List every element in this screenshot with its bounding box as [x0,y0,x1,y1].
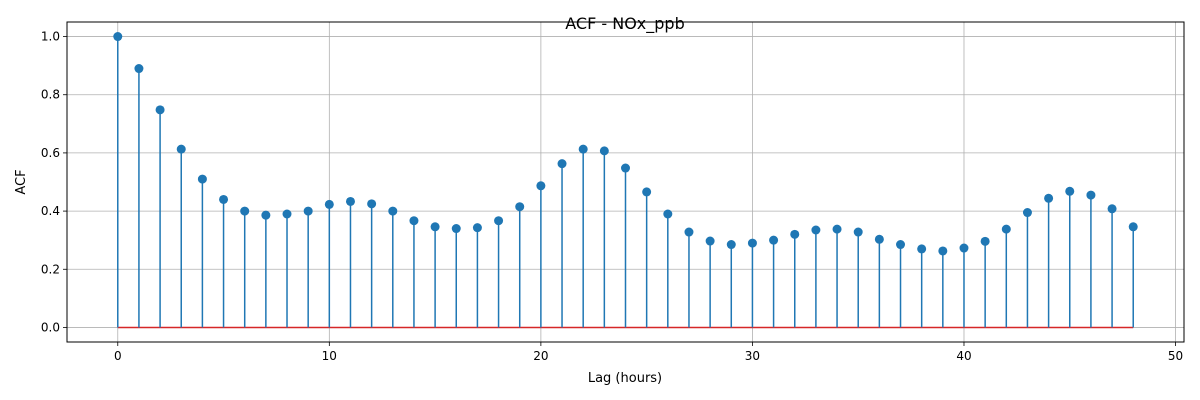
acf-marker [557,159,567,169]
acf-marker [409,216,419,226]
x-axis-label: Lag (hours) [588,371,662,386]
y-tick-label: 1.0 [41,30,60,44]
y-tick-label: 0.0 [41,320,60,334]
acf-marker [176,144,186,154]
y-tick-label: 0.6 [41,146,60,160]
acf-marker [345,196,355,206]
acf-marker [324,199,334,209]
acf-marker [578,144,588,154]
acf-marker [1065,186,1075,196]
x-ticks: 0 10 20 30 40 50 [114,342,1183,363]
x-tick-label: 30 [745,349,760,363]
acf-marker [959,243,969,253]
chart-title: ACF - NOx_ppb [565,14,684,34]
acf-marker [515,202,525,212]
acf-marker [705,236,715,246]
acf-marker [1128,222,1138,232]
acf-marker [1001,224,1011,234]
acf-marker [388,206,398,216]
acf-marker [896,240,906,250]
acf-marker [472,223,482,233]
acf-marker [599,146,609,156]
acf-marker [113,32,123,42]
acf-marker [155,105,165,115]
acf-marker [663,209,673,219]
acf-marker [1022,208,1032,218]
acf-marker [303,206,313,216]
acf-marker [938,246,948,256]
acf-marker [832,224,842,234]
y-tick-label: 0.8 [41,88,60,102]
acf-marker [790,229,800,239]
acf-marker [980,236,990,246]
acf-marker [197,174,207,184]
acf-marker [642,187,652,197]
acf-marker [282,209,292,219]
acf-marker [430,222,440,232]
x-tick-label: 10 [322,349,337,363]
x-tick-label: 50 [1168,349,1183,363]
acf-marker [367,199,377,209]
acf-marker [917,244,927,254]
acf-marker [1044,193,1054,203]
acf-marker [1107,204,1117,214]
y-tick-label: 0.2 [41,262,60,276]
acf-marker [451,224,461,234]
y-tick-label: 0.4 [41,204,60,218]
acf-marker [240,206,250,216]
acf-marker [853,227,863,237]
x-tick-label: 40 [956,349,971,363]
acf-marker [874,234,884,244]
x-tick-label: 0 [114,349,122,363]
acf-marker [536,181,546,191]
y-ticks: 0.0 0.2 0.4 0.6 0.8 1.0 [41,30,67,334]
acf-marker [261,210,271,220]
markers [113,32,1138,256]
acf-marker [219,194,229,204]
y-axis-label: ACF [14,169,29,194]
acf-marker [134,64,144,74]
acf-marker [494,216,504,226]
acf-marker [684,227,694,237]
acf-marker [811,225,821,235]
acf-marker [621,163,630,173]
plot-frame [66,21,1185,343]
x-tick-label: 20 [533,349,548,363]
acf-marker [747,238,757,248]
acf-marker [769,235,779,245]
acf-marker [1086,190,1096,200]
acf-marker [726,240,736,250]
stems [117,36,1134,328]
